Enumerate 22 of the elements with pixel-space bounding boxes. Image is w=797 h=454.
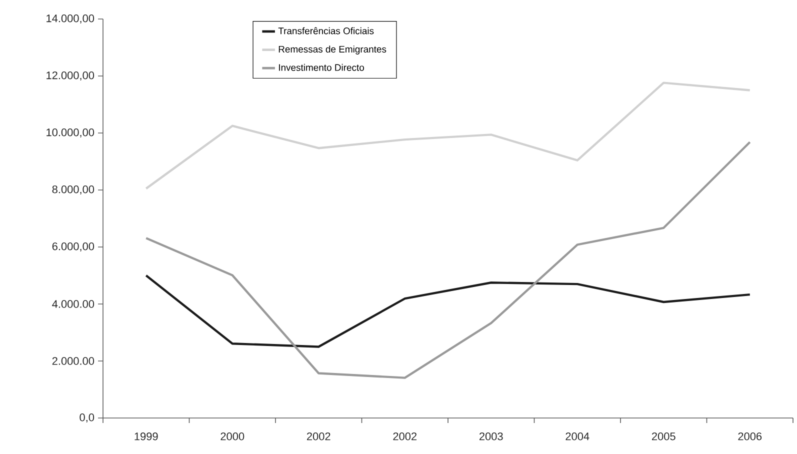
legend-label: Investimento Directo bbox=[279, 64, 364, 71]
x-tick-label: 2002 bbox=[306, 432, 330, 440]
x-tick-label: 2002 bbox=[393, 432, 417, 440]
line-series bbox=[145, 274, 751, 348]
y-tick-label: 8.000,00 bbox=[52, 185, 94, 195]
legend-label: Remessas de Emigrantes bbox=[278, 46, 386, 54]
y-tick-label: 10.000,00 bbox=[46, 128, 94, 138]
y-tick-label: 6.000,00 bbox=[52, 242, 94, 252]
x-tick-label: 2006 bbox=[738, 432, 762, 440]
y-tick-label: 0,0 bbox=[80, 413, 94, 423]
y-tick-label: 2.000.00 bbox=[52, 357, 94, 365]
x-tick-label: 2005 bbox=[652, 432, 676, 440]
line-series bbox=[145, 82, 751, 190]
line-series bbox=[145, 141, 751, 379]
y-tick-label: 14.000,00 bbox=[46, 14, 94, 24]
y-tick-label: 4.000.00 bbox=[52, 300, 94, 308]
x-tick-label: 1999 bbox=[134, 432, 158, 440]
x-tick-label: 2004 bbox=[566, 432, 590, 440]
legend-label: Transferências Oficiais bbox=[278, 27, 374, 34]
x-tick-label: 2003 bbox=[479, 432, 503, 440]
y-tick-label: 12.000,00 bbox=[46, 71, 94, 81]
x-tick-label: 2000 bbox=[220, 432, 244, 440]
